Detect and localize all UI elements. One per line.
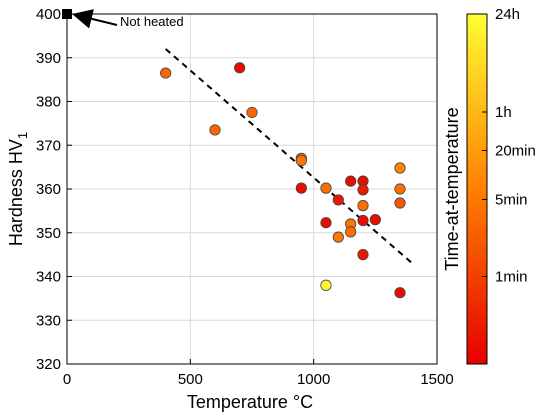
data-points xyxy=(160,62,406,299)
svg-text:Hardness HV1: Hardness HV1 xyxy=(6,132,30,246)
data-point xyxy=(357,249,369,261)
x-tick-label: 500 xyxy=(178,371,203,388)
data-point xyxy=(320,279,332,291)
annotation-arrow xyxy=(72,9,118,29)
y-tick-label: 350 xyxy=(36,225,61,242)
data-point xyxy=(295,182,307,194)
y-axis-label: Hardness HV1 xyxy=(6,132,30,246)
y-axis-ticks: 320 330 340 350 360 370 380 390 400 xyxy=(36,6,72,373)
data-point xyxy=(369,214,381,226)
trend-line xyxy=(165,48,413,265)
y-axis-label-subscript: 1 xyxy=(15,132,30,139)
data-point xyxy=(394,197,406,209)
x-tick-label: 0 xyxy=(63,371,71,388)
y-axis-label-main: Hardness HV xyxy=(6,139,26,246)
data-point xyxy=(345,175,357,187)
data-point xyxy=(394,287,406,299)
x-tick-label: 1000 xyxy=(297,371,330,388)
not-heated-marker xyxy=(62,9,72,19)
y-tick-label: 370 xyxy=(36,137,61,154)
data-point xyxy=(332,231,344,243)
data-point xyxy=(357,200,369,212)
colorbar-ticks: 24h 1h 20min 5min 1min xyxy=(482,6,536,286)
grid-lines xyxy=(67,14,437,364)
x-axis-ticks: 0 500 1000 1500 xyxy=(63,359,454,388)
colorbar-label: Time-at-temperature xyxy=(442,107,462,270)
data-point xyxy=(320,217,332,229)
data-point xyxy=(320,182,332,194)
data-point xyxy=(357,214,369,227)
y-tick-label: 320 xyxy=(36,356,61,373)
y-tick-label: 330 xyxy=(36,312,61,329)
data-point xyxy=(160,67,172,79)
data-point xyxy=(234,62,246,74)
colorbar-tick-label: 1min xyxy=(495,269,528,286)
data-point xyxy=(394,183,406,195)
y-tick-label: 340 xyxy=(36,269,61,286)
colorbar-tick-label: 5min xyxy=(495,192,528,209)
colorbar-tick-label: 20min xyxy=(495,143,536,160)
colorbar-tick-label: 24h xyxy=(495,6,520,23)
y-tick-label: 400 xyxy=(36,6,61,23)
data-point xyxy=(209,124,221,136)
annotation-not-heated: Not heated xyxy=(120,14,184,29)
x-tick-label: 1500 xyxy=(420,371,453,388)
y-tick-label: 390 xyxy=(36,50,61,67)
data-point xyxy=(345,226,357,238)
colorbar-tick-label: 1h xyxy=(495,104,512,121)
colorbar xyxy=(466,13,488,365)
data-point xyxy=(295,154,307,167)
data-point xyxy=(394,162,406,174)
y-tick-label: 380 xyxy=(36,94,61,111)
y-tick-label: 360 xyxy=(36,181,61,198)
x-axis-label: Temperature °C xyxy=(187,392,313,412)
data-point xyxy=(332,194,344,206)
data-point xyxy=(357,184,369,196)
data-point xyxy=(246,106,258,119)
